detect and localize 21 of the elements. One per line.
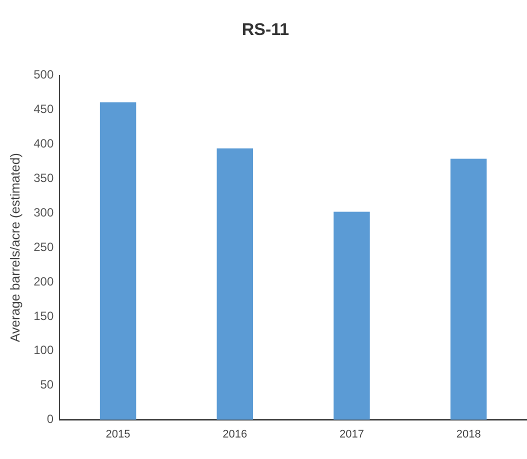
chart-title: RS-11: [242, 20, 290, 39]
bar: [334, 212, 370, 420]
y-tick-label: 200: [34, 274, 54, 288]
bar: [216, 148, 253, 420]
x-tick-label: 2017: [339, 428, 364, 440]
y-tick-label: 500: [34, 68, 54, 82]
y-tick-label: 350: [34, 171, 54, 186]
y-tick-label: 0: [46, 412, 54, 426]
y-tick-label: 250: [34, 240, 54, 254]
y-tick-label: 150: [34, 308, 54, 323]
x-tick-label: 2018: [456, 428, 481, 440]
bar: [450, 158, 487, 420]
bar: [100, 102, 136, 420]
y-tick-label: 100: [34, 343, 54, 358]
y-tick-label: 450: [34, 102, 54, 116]
y-tick-label: 400: [34, 136, 54, 151]
x-tick-label: 2016: [222, 428, 248, 440]
y-axis-title: Average barrels/acre (estimated): [7, 153, 22, 342]
y-tick-label: 300: [34, 205, 54, 220]
y-tick-label: 50: [40, 378, 54, 392]
x-tick-label: 2015: [106, 428, 130, 440]
